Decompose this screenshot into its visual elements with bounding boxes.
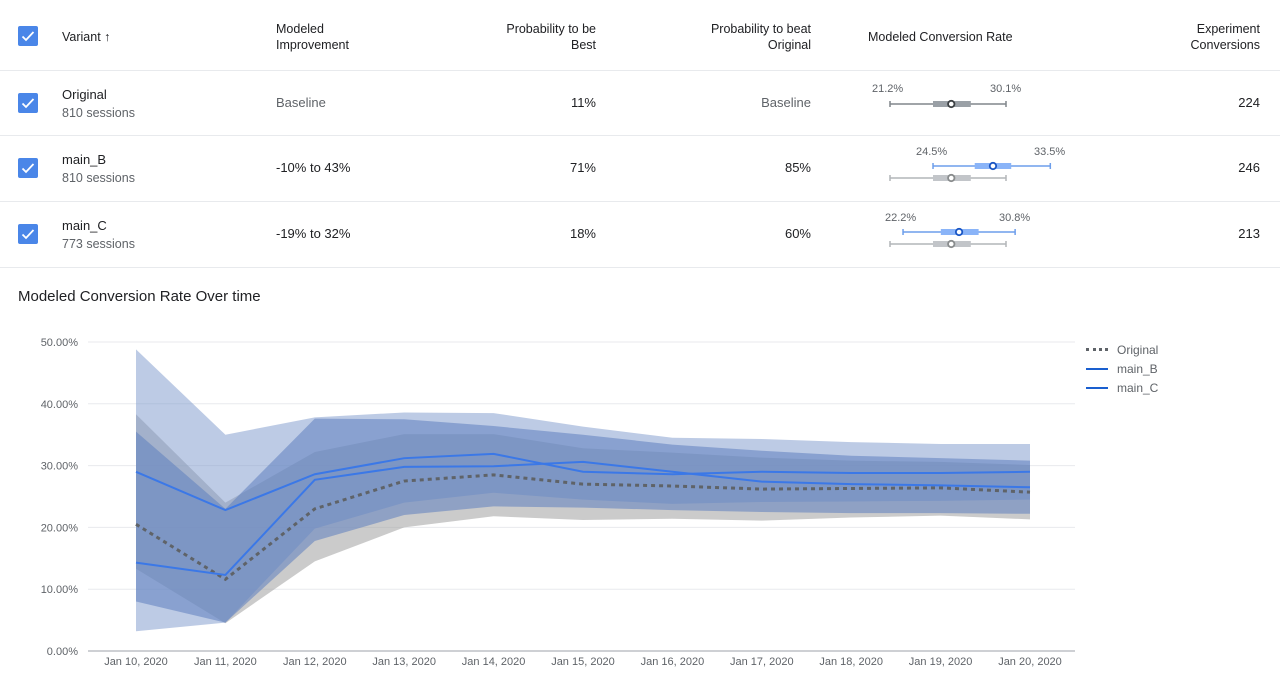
x-tick-label: Jan 10, 2020 [104, 656, 168, 668]
header-label: Conversions [1190, 38, 1260, 52]
prob-best: 71% [569, 160, 596, 175]
ci-reference [889, 173, 1007, 183]
band-main-c [136, 418, 1030, 623]
header-label: Probability to beat [710, 22, 811, 36]
header-modeled-improvement[interactable]: Modeled Improvement [276, 21, 349, 53]
variant-name: Original [62, 87, 107, 102]
conversions: 224 [1238, 95, 1260, 110]
row-checkbox[interactable] [18, 158, 38, 178]
header-conversions[interactable]: Experiment Conversions [1100, 21, 1260, 53]
prob-best: 18% [569, 226, 596, 241]
x-tick-label: Jan 14, 2020 [462, 656, 526, 668]
ci-plot [889, 227, 1016, 249]
prob-best: 11% [570, 95, 596, 110]
legend-label: Original [1117, 342, 1159, 357]
header-variant[interactable]: Variant ↑ [62, 29, 110, 45]
header-label: Best [570, 38, 596, 52]
header-label: Original [767, 38, 811, 52]
y-tick-label: 50.00% [41, 337, 79, 349]
chart-legend: Original main_B main_C [1086, 340, 1158, 397]
line-swatch [1086, 386, 1108, 389]
table-row: Original 810 sessions Baseline 11% Basel… [0, 71, 1280, 136]
header-prob-beat[interactable]: Probability to beat Original [640, 21, 811, 53]
ci-low-label: 21.2% [872, 83, 904, 95]
ci-high-label: 30.1% [990, 83, 1022, 95]
legend-item-original[interactable]: Original [1086, 340, 1158, 359]
modeled-improvement: -19% to 32% [276, 226, 351, 241]
x-tick-label: Jan 17, 2020 [730, 656, 794, 668]
table-row: main_B 810 sessions -10% to 43% 71% 85% … [0, 136, 1280, 202]
x-tick-label: Jan 12, 2020 [283, 656, 347, 668]
modeled-improvement: Baseline [276, 95, 326, 110]
check-icon [21, 163, 35, 174]
ci-low-label: 22.2% [885, 212, 917, 224]
ci-median [947, 239, 956, 249]
legend-item-main-b[interactable]: main_B [1086, 359, 1158, 378]
prob-beat: Baseline [761, 95, 811, 110]
dotted-line-swatch [1086, 348, 1108, 351]
line-swatch [1086, 367, 1108, 370]
ci-low-label: 24.5% [916, 146, 948, 158]
x-tick-label: Jan 19, 2020 [909, 656, 973, 668]
y-tick-label: 10.00% [41, 584, 79, 596]
modeled-improvement: -10% to 43% [276, 160, 351, 175]
row-checkbox[interactable] [18, 224, 38, 244]
ci-plot [889, 161, 1052, 183]
conversions: 213 [1238, 226, 1260, 241]
ci-median [947, 173, 956, 183]
table-header: Variant ↑ Modeled Improvement Probabilit… [0, 0, 1280, 71]
header-label: Probability to be [506, 22, 596, 36]
ci-median [988, 161, 998, 171]
variant-name: main_B [62, 152, 107, 167]
line-original [135, 473, 1031, 582]
y-tick-label: 30.00% [41, 461, 79, 473]
ci-median [954, 227, 964, 237]
x-tick-label: Jan 13, 2020 [372, 656, 436, 668]
variant-sessions: 810 sessions [62, 171, 135, 185]
ci-reference [889, 239, 1007, 249]
header-prob-best[interactable]: Probability to be Best [440, 21, 596, 53]
x-tick-label: Jan 11, 2020 [194, 656, 257, 668]
ci-high-label: 30.8% [999, 212, 1031, 224]
ci-widget: 21.2% 30.1% [860, 79, 1080, 139]
prob-beat: 60% [784, 226, 811, 241]
line-main-c [135, 460, 1031, 577]
check-icon [21, 98, 35, 109]
y-tick-label: 20.00% [41, 522, 79, 534]
header-modeled-rate[interactable]: Modeled Conversion Rate [868, 30, 1013, 44]
legend-label: main_B [1117, 361, 1158, 376]
legend-label: main_C [1117, 380, 1159, 395]
y-tick-label: 0.00% [47, 646, 78, 658]
ci-widget: 24.5% 33.5% [860, 144, 1080, 204]
line-main-b [135, 452, 1031, 512]
select-all-checkbox[interactable] [18, 26, 38, 46]
header-label: Experiment [1196, 22, 1260, 36]
header-label: Modeled [276, 22, 324, 36]
chart-title: Modeled Conversion Rate Over time [18, 288, 261, 305]
y-tick-label: 40.00% [41, 399, 79, 411]
variant-sessions: 773 sessions [62, 237, 135, 251]
conversion-rate-chart: 0.00% 10.00% 20.00% 30.00% 40.00% 50.00% Jan 1… [41, 337, 1075, 668]
x-tick-label: Jan 15, 2020 [551, 656, 615, 668]
variant-sessions: 810 sessions [62, 106, 135, 120]
legend-item-main-c[interactable]: main_C [1086, 378, 1158, 397]
ci-plot [889, 99, 1007, 109]
ci-widget: 22.2% 30.8% [860, 210, 1080, 270]
x-tick-label: Jan 20, 2020 [998, 656, 1062, 668]
prob-beat: 85% [784, 160, 811, 175]
variant-name: main_C [62, 218, 107, 233]
check-icon [21, 31, 35, 42]
arrow-up-icon: ↑ [104, 30, 111, 44]
header-variant-label: Variant [62, 30, 101, 44]
table-row: main_C 773 sessions -19% to 32% 18% 60% … [0, 202, 1280, 268]
x-tick-label: Jan 16, 2020 [641, 656, 705, 668]
ci-median [947, 99, 956, 109]
row-checkbox[interactable] [18, 93, 38, 113]
check-icon [21, 229, 35, 240]
x-tick-label: Jan 18, 2020 [819, 656, 883, 668]
header-label: Improvement [276, 38, 349, 52]
conversions: 246 [1238, 160, 1260, 175]
ci-high-label: 33.5% [1034, 146, 1066, 158]
